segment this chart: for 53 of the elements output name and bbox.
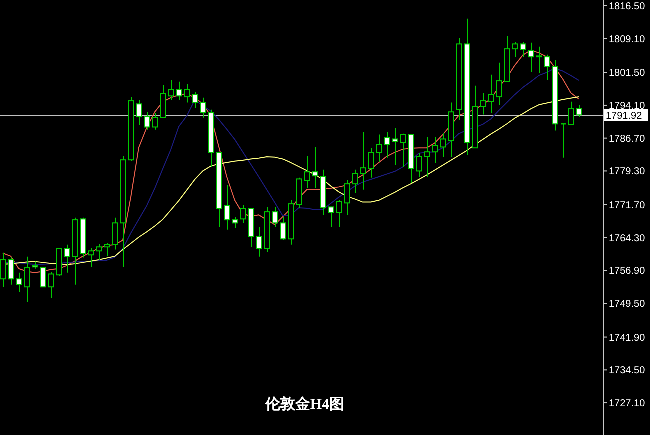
candlestick [312, 146, 318, 189]
candlestick [544, 54, 550, 81]
candlestick [304, 156, 310, 189]
candlestick [440, 132, 446, 158]
candlestick [576, 104, 582, 118]
candlestick [24, 256, 30, 303]
candlestick [64, 244, 70, 274]
ref-line-label: 1791.92 [606, 111, 643, 122]
candlestick [48, 272, 54, 299]
candlestick [96, 244, 102, 261]
candlestick [360, 132, 366, 190]
candlestick [144, 112, 150, 130]
candlestick [280, 216, 286, 241]
candlestick [496, 62, 502, 106]
candlestick [272, 206, 278, 228]
candlestick [536, 46, 542, 74]
candlestick [112, 217, 118, 250]
title: 伦敦金H4图 [265, 397, 345, 413]
candlestick [88, 248, 94, 268]
candlestick [136, 100, 142, 126]
candlestick [368, 148, 374, 178]
candlestick [520, 41, 526, 58]
candlestick [376, 134, 382, 162]
candlestick [0, 252, 6, 288]
candlestick [168, 80, 174, 101]
candlestick [184, 84, 190, 104]
candlestick [344, 180, 350, 216]
candlestick [424, 136, 430, 178]
candlestick [104, 242, 110, 257]
candlestick [256, 226, 262, 258]
candlestick [240, 204, 246, 224]
candlestick [384, 132, 390, 158]
candlestick [328, 206, 334, 228]
candlestick [200, 97, 206, 118]
candlestick [16, 272, 22, 292]
candlestick [160, 84, 166, 118]
candlestick [432, 136, 438, 164]
candlestick [568, 101, 574, 126]
candlestick [8, 257, 14, 286]
candlestick [416, 152, 422, 178]
candlestick [336, 200, 342, 228]
candlestick [152, 112, 158, 130]
candlestick [224, 184, 230, 230]
candlestick [176, 81, 182, 101]
candlestick [480, 92, 486, 116]
candlestick [512, 41, 518, 58]
candlestick [488, 74, 494, 114]
candlestick [400, 133, 406, 168]
candlestick [528, 42, 534, 73]
candlestick [192, 92, 198, 109]
candlestick [352, 169, 358, 194]
candlestick [232, 216, 238, 229]
candlestick [392, 128, 398, 166]
